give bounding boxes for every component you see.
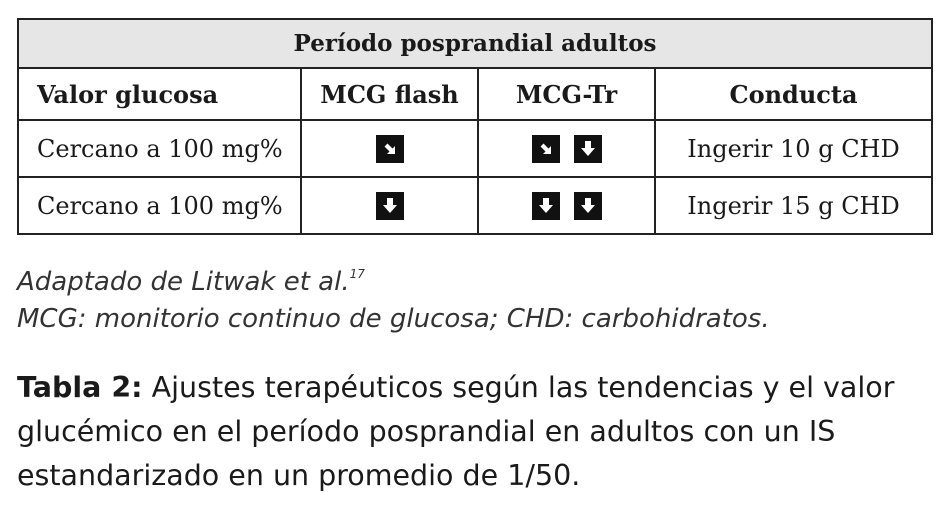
cell-mcg-tr <box>477 119 656 178</box>
source-text: Adaptado de Litwak et al. <box>17 267 350 297</box>
source-note: Adaptado de Litwak et al.17 <box>17 252 365 304</box>
arrow-group <box>375 135 404 164</box>
cell-mcg-flash <box>300 119 479 178</box>
cell-mcg-flash <box>300 176 479 235</box>
abbreviations-note: MCG: monitorio continuo de glucosa; CHD:… <box>17 304 770 334</box>
table-header-row: Valor glucosa MCG flash MCG-Tr Conducta <box>17 67 934 121</box>
caption-text: Ajustes terapéuticos según las tendencia… <box>17 371 895 492</box>
header-mcg-tr: MCG-Tr <box>477 67 656 121</box>
down-right-arrow-icon <box>375 135 404 164</box>
down-arrow-icon <box>375 192 404 221</box>
down-arrow-icon <box>531 192 560 221</box>
arrow-group <box>531 135 602 164</box>
caption-label: Tabla 2: <box>17 371 143 404</box>
table-row: Cercano a 100 mg% Ingerir 15 g CHD <box>17 176 934 235</box>
glucose-table: Período posprandial adultos Valor glucos… <box>16 18 934 235</box>
table-title: Período posprandial adultos <box>16 18 934 69</box>
header-conducta: Conducta <box>653 67 934 121</box>
table-title-row: Período posprandial adultos <box>16 18 934 69</box>
arrow-group <box>531 192 602 221</box>
cell-conducta: Ingerir 10 g CHD <box>653 119 934 178</box>
down-arrow-icon <box>573 135 602 164</box>
cell-valor-glucosa: Cercano a 100 mg% <box>17 176 302 235</box>
cell-conducta: Ingerir 15 g CHD <box>653 176 934 235</box>
arrow-group <box>375 192 404 221</box>
header-valor-glucosa: Valor glucosa <box>17 67 302 121</box>
down-right-arrow-icon <box>531 135 560 164</box>
cell-valor-glucosa: Cercano a 100 mg% <box>17 119 302 178</box>
source-reference: 17 <box>349 267 365 281</box>
cell-mcg-tr <box>477 176 656 235</box>
table-row: Cercano a 100 mg% Ingerir 10 g CHD <box>17 119 934 178</box>
down-arrow-icon <box>573 192 602 221</box>
header-mcg-flash: MCG flash <box>300 67 479 121</box>
table-caption: Tabla 2: Ajustes terapéuticos según las … <box>17 366 942 498</box>
